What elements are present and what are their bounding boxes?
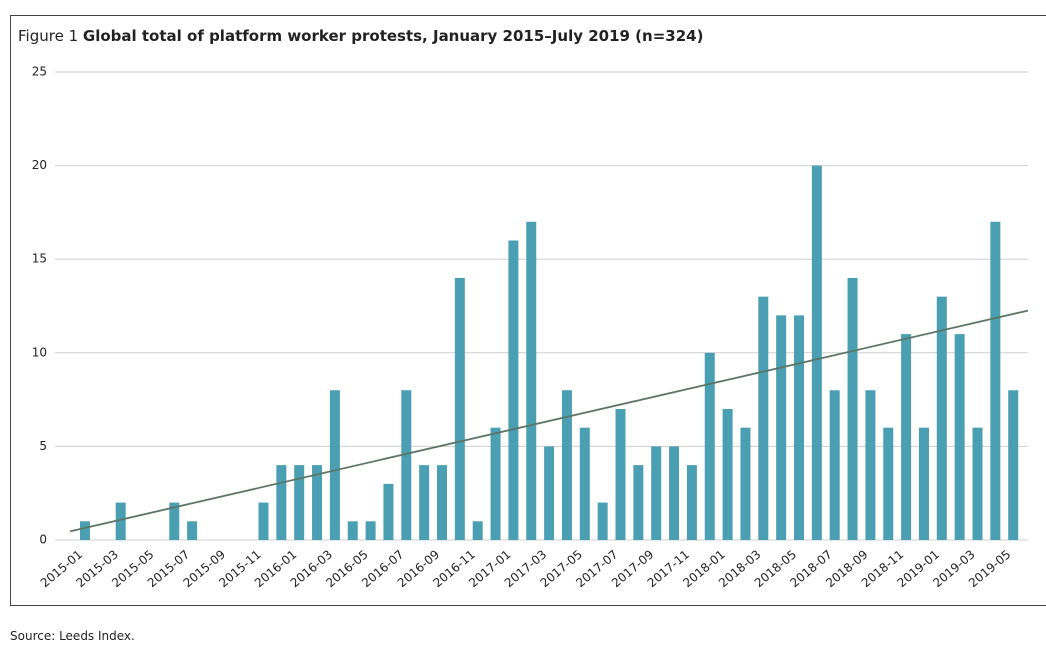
bar (383, 484, 393, 540)
bar (740, 428, 750, 540)
bar (990, 222, 1000, 540)
bar (544, 446, 554, 540)
bar (294, 465, 304, 540)
bar (419, 465, 429, 540)
bar (80, 521, 90, 540)
bar (526, 222, 536, 540)
bar (901, 334, 911, 540)
bar (366, 521, 376, 540)
bar (187, 521, 197, 540)
bar (937, 297, 947, 540)
bar (259, 503, 269, 540)
bar (883, 428, 893, 540)
bar (687, 465, 697, 540)
y-tick-label: 10 (32, 345, 47, 359)
bar (758, 297, 768, 540)
y-tick-label: 0 (39, 533, 47, 547)
y-tick-label: 5 (39, 439, 47, 453)
bar (865, 390, 875, 540)
bar (830, 390, 840, 540)
y-tick-label: 15 (32, 252, 47, 266)
bar (580, 428, 590, 540)
bar (276, 465, 286, 540)
source: Source: Leeds Index. (10, 629, 135, 643)
bar (776, 315, 786, 540)
bar (312, 465, 322, 540)
bar (633, 465, 643, 540)
bar (651, 446, 661, 540)
bar (973, 428, 983, 540)
y-tick-label: 20 (32, 158, 47, 172)
bar (848, 278, 858, 540)
bar (437, 465, 447, 540)
bar (401, 390, 411, 540)
bar (616, 409, 626, 540)
bar (491, 428, 501, 540)
bar (955, 334, 965, 540)
bar (812, 166, 822, 540)
y-tick-label: 25 (32, 65, 47, 79)
chart-title: Figure 1 Global total of platform worker… (18, 27, 703, 45)
bar (794, 315, 804, 540)
bar (598, 503, 608, 540)
bar (455, 278, 465, 540)
title-text: Global total of platform worker protests… (83, 27, 704, 45)
figure-label: Figure 1 (18, 27, 78, 45)
bar (330, 390, 340, 540)
bar (348, 521, 358, 540)
bar (669, 446, 679, 540)
bar (1008, 390, 1018, 540)
bar (508, 240, 518, 540)
bar (562, 390, 572, 540)
bar (919, 428, 929, 540)
bar (473, 521, 483, 540)
bar (723, 409, 733, 540)
bar (705, 353, 715, 540)
